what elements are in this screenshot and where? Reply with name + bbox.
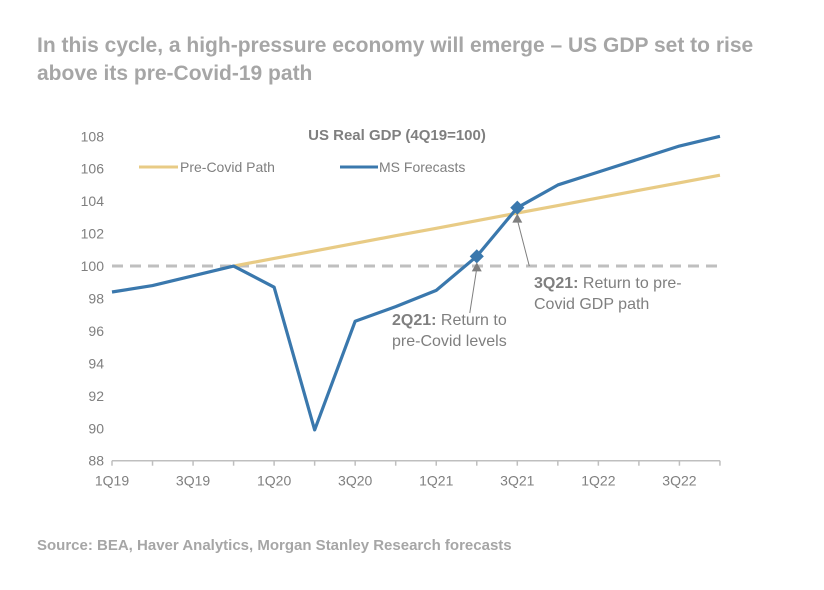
pre-covid-path-line bbox=[233, 173, 721, 268]
legend-label-pre-covid: Pre-Covid Path bbox=[180, 159, 275, 175]
annotation-marker bbox=[469, 249, 484, 264]
annotation-text: 2Q21: Return to bbox=[392, 312, 507, 329]
annotation-bold: 2Q21: bbox=[392, 312, 436, 329]
y-tick-label: 94 bbox=[88, 355, 104, 371]
annotation-arrow-line bbox=[469, 268, 478, 314]
legend-label-ms-forecasts: MS Forecasts bbox=[379, 159, 465, 175]
x-tick-label: 3Q19 bbox=[176, 473, 210, 489]
annotation-rest: Return to bbox=[436, 312, 506, 329]
y-tick-label: 88 bbox=[88, 453, 104, 469]
annotation-text-line2: Covid GDP path bbox=[534, 296, 649, 313]
x-tick-label: 1Q22 bbox=[581, 473, 615, 489]
chart-title: US Real GDP (4Q19=100) bbox=[308, 127, 486, 144]
y-tick-label: 96 bbox=[88, 323, 104, 339]
legend: Pre-Covid Path MS Forecasts bbox=[139, 159, 465, 175]
x-tick-label: 3Q20 bbox=[338, 473, 372, 489]
y-tick-label: 92 bbox=[88, 388, 104, 404]
annotation-arrowhead bbox=[512, 213, 523, 223]
source-note: Source: BEA, Haver Analytics, Morgan Sta… bbox=[37, 537, 512, 554]
annotation-rest: Return to pre- bbox=[578, 275, 681, 292]
x-tick-label: 1Q19 bbox=[95, 473, 129, 489]
annotation-arrowhead bbox=[471, 262, 482, 272]
y-tick-label: 102 bbox=[81, 226, 105, 242]
y-tick-label: 108 bbox=[81, 128, 105, 144]
annotation-bold: 3Q21: bbox=[534, 275, 578, 292]
y-tick-label: 90 bbox=[88, 420, 104, 436]
x-tick-label: 1Q21 bbox=[419, 473, 453, 489]
ms-forecasts-line bbox=[111, 134, 721, 432]
annotation-arrow-line bbox=[516, 219, 530, 267]
y-tick-label: 104 bbox=[81, 193, 105, 209]
x-tick-label: 1Q20 bbox=[257, 473, 291, 489]
x-tick-label: 3Q22 bbox=[662, 473, 696, 489]
annotation-text-line2: pre-Covid levels bbox=[392, 333, 507, 350]
y-tick-label: 100 bbox=[81, 258, 105, 274]
y-tick-label: 106 bbox=[81, 161, 105, 177]
page-title: In this cycle, a high-pressure economy w… bbox=[37, 34, 754, 85]
x-tick-label: 3Q21 bbox=[500, 473, 534, 489]
annotation-text: 3Q21: Return to pre- bbox=[534, 275, 682, 292]
y-tick-label: 98 bbox=[88, 291, 104, 307]
annotation-marker bbox=[510, 200, 525, 215]
